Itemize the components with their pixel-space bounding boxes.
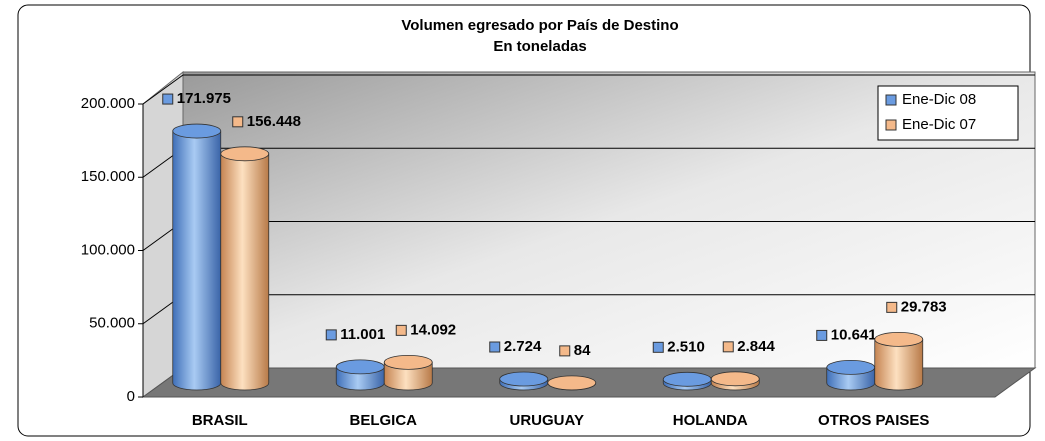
chart-title: Volumen egresado por País de Destino	[401, 17, 678, 34]
bar-cap	[874, 331, 924, 347]
label-key	[162, 93, 174, 105]
y-tick-label: 150.000	[81, 168, 135, 185]
legend-key	[885, 119, 897, 131]
x-tick-label: HOLANDA	[673, 412, 748, 429]
value-label: 10.641	[831, 326, 877, 343]
bar-cap	[220, 146, 270, 162]
value-label: 156.448	[247, 113, 301, 130]
y-tick-label: 100.000	[81, 241, 135, 258]
chart-subtitle: En toneladas	[493, 38, 586, 55]
value-label: 14.092	[410, 321, 456, 338]
y-tick-label: 0	[127, 388, 135, 405]
label-key	[559, 345, 571, 357]
value-label: 2.510	[667, 338, 705, 355]
label-key	[232, 116, 244, 128]
x-tick-label: BRASIL	[192, 412, 248, 429]
x-tick-label: URUGUAY	[510, 412, 584, 429]
bar-cap	[383, 354, 433, 370]
label-key	[325, 329, 337, 341]
bar	[172, 130, 222, 391]
label-key	[395, 324, 407, 336]
label-key	[816, 329, 828, 341]
value-label: 2.724	[504, 338, 542, 355]
bar-cap	[499, 371, 549, 387]
bar	[220, 153, 270, 391]
label-key	[722, 341, 734, 353]
y-tick-label: 200.000	[81, 95, 135, 112]
bar-cap	[826, 360, 876, 375]
grid-line	[142, 74, 184, 105]
bar	[874, 338, 924, 391]
label-key	[886, 301, 898, 313]
bar	[383, 361, 433, 391]
legend-label: Ene-Dic 08	[902, 91, 976, 108]
legend-key	[885, 94, 897, 106]
x-tick-label: OTROS PAISES	[818, 412, 929, 429]
value-label: 171.975	[177, 90, 231, 107]
value-label: 29.783	[901, 298, 947, 315]
bar-cap	[335, 359, 385, 375]
value-label: 2.844	[737, 338, 775, 355]
label-key	[489, 341, 501, 353]
legend	[877, 85, 1019, 141]
bar-cap	[547, 375, 597, 391]
x-tick-label: BELGICA	[350, 412, 418, 429]
legend-label: Ene-Dic 07	[902, 116, 976, 133]
bar-cap	[710, 371, 760, 387]
value-label: 84	[574, 342, 591, 359]
bar-cap	[172, 123, 222, 139]
bar-cap	[662, 371, 712, 387]
label-key	[652, 341, 664, 353]
y-tick-label: 50.000	[89, 315, 135, 332]
value-label: 11.001	[340, 326, 385, 343]
